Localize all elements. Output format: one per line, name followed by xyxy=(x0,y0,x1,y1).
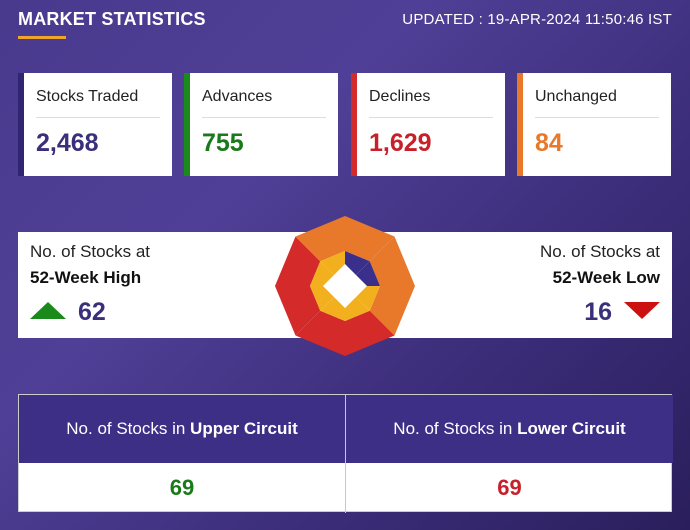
title-underline xyxy=(18,36,66,39)
stat-card-unchanged: Unchanged 84 xyxy=(517,73,671,176)
stat-card-stocks-traded: Stocks Traded 2,468 xyxy=(18,73,172,176)
lower-circuit-label: Lower Circuit xyxy=(517,419,626,438)
lower-circuit-value: 69 xyxy=(497,475,522,500)
arrow-down-icon xyxy=(624,302,660,319)
stat-label: Declines xyxy=(369,88,431,105)
stat-label: Advances xyxy=(202,88,273,105)
week52-low-value: 16 xyxy=(584,298,612,326)
stat-value: 755 xyxy=(202,129,244,157)
week52-high-label-line2: 52-Week High xyxy=(30,268,142,287)
stat-card-declines: Declines 1,629 xyxy=(351,73,505,176)
stat-card-advances: Advances 755 xyxy=(184,73,338,176)
page-title: MARKET STATISTICS xyxy=(18,9,206,29)
octagon-logo-icon xyxy=(275,216,415,356)
upper-circuit-label: Upper Circuit xyxy=(190,419,298,438)
stat-value: 1,629 xyxy=(369,129,432,157)
week52-low-label-line1: No. of Stocks at xyxy=(540,242,660,261)
stat-separator xyxy=(36,117,160,118)
upper-circuit-prefix: No. of Stocks in xyxy=(66,419,191,438)
circuit-divider xyxy=(345,395,346,513)
stat-label: Unchanged xyxy=(535,88,617,105)
week52-low-label-line2: 52-Week Low xyxy=(552,268,660,287)
upper-circuit-header: No. of Stocks in Upper Circuit xyxy=(19,395,345,463)
stat-separator xyxy=(369,117,493,118)
circuit-panel: No. of Stocks in Upper Circuit No. of St… xyxy=(18,394,673,513)
upper-circuit-value: 69 xyxy=(169,475,195,500)
lower-circuit-prefix: No. of Stocks in xyxy=(393,419,518,438)
stat-value: 2,468 xyxy=(36,129,99,157)
week52-high-label-line1: No. of Stocks at xyxy=(30,242,150,261)
stat-label: Stocks Traded xyxy=(36,88,139,105)
arrow-up-icon xyxy=(30,302,66,319)
stat-separator xyxy=(535,117,659,118)
stat-value: 84 xyxy=(535,129,563,157)
lower-circuit-header: No. of Stocks in Lower Circuit xyxy=(346,395,673,463)
stat-separator xyxy=(202,117,326,118)
week52-high-value: 62 xyxy=(78,298,106,326)
updated-timestamp: UPDATED : 19-APR-2024 11:50:46 IST xyxy=(402,11,672,28)
